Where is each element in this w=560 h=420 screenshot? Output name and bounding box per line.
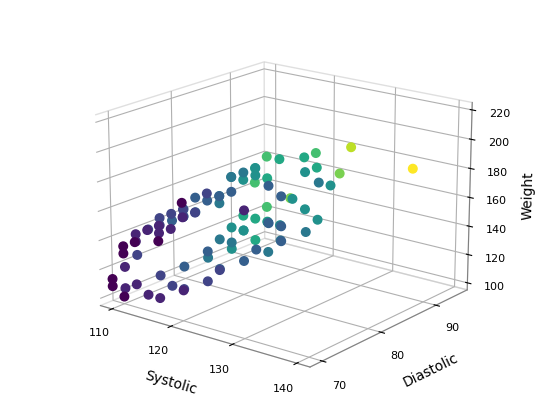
Y-axis label: Diastolic: Diastolic [400,351,460,390]
X-axis label: Systolic: Systolic [143,369,198,397]
